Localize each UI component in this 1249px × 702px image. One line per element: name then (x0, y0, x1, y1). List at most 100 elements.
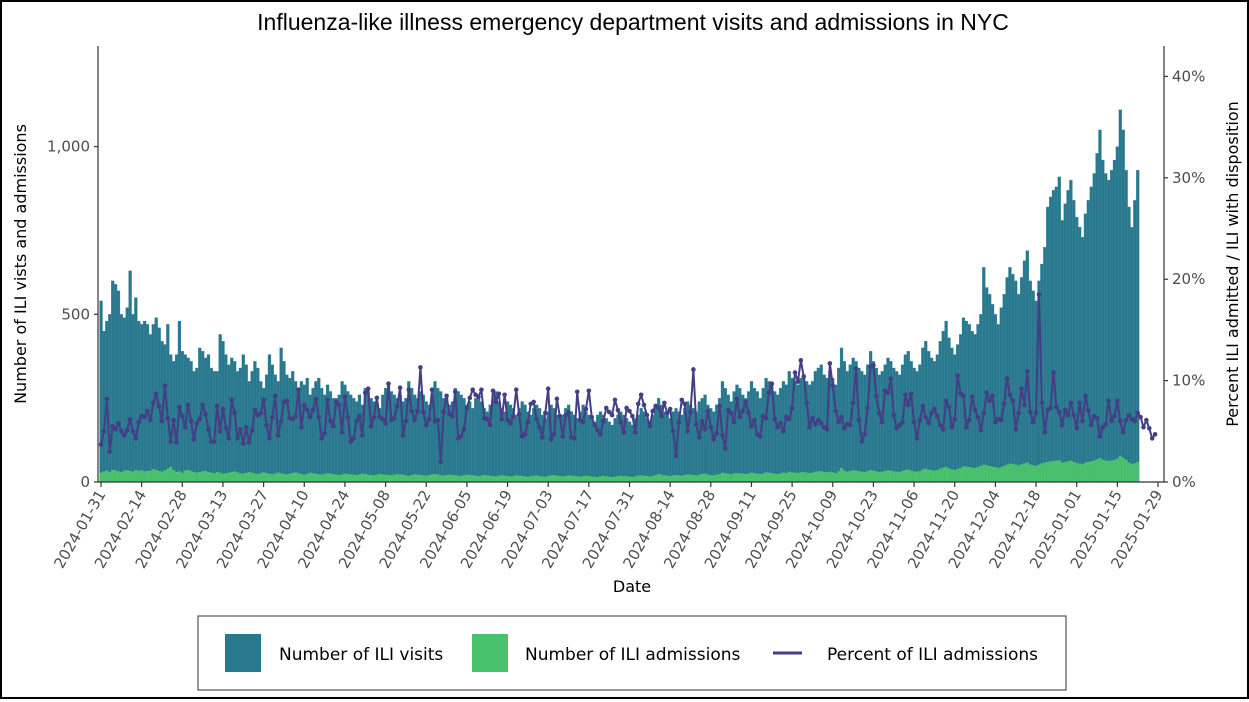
percent-point (952, 416, 958, 422)
admissions-bar (430, 474, 434, 482)
admissions-bar (163, 470, 167, 482)
percent-point (1094, 415, 1100, 421)
percent-point (621, 430, 626, 435)
visits-bar (746, 391, 751, 483)
percent-point (542, 410, 548, 416)
percent-point (333, 399, 339, 405)
percent-point (229, 397, 234, 403)
visits-bar (1014, 280, 1018, 483)
y-right-tick-label: 10% (1172, 372, 1205, 390)
admissions-bar (593, 476, 597, 482)
percent-point (104, 396, 110, 402)
percent-point (598, 432, 603, 437)
percent-point (801, 374, 807, 379)
admissions-bar (1075, 462, 1079, 482)
admissions-bar (985, 465, 989, 482)
percent-point (1132, 418, 1138, 424)
admissions-bar (744, 473, 748, 482)
visits-bar (119, 314, 124, 483)
visits-bar (691, 408, 696, 483)
admissions-bar (1081, 464, 1085, 482)
percent-point (502, 392, 507, 398)
admissions-bar (645, 475, 649, 482)
admissions-bar (334, 474, 338, 482)
percent-point (1059, 422, 1065, 428)
percent-point (775, 424, 780, 430)
admissions-bar (880, 471, 884, 482)
admissions-bar (494, 476, 498, 482)
visits-bar (604, 418, 608, 483)
admissions-bar (215, 471, 219, 482)
admissions-bars (99, 455, 1140, 482)
visits-bar (555, 414, 559, 483)
admissions-bar (146, 470, 150, 482)
visits-bar (1127, 206, 1131, 483)
percent-point (534, 416, 539, 422)
x-axis-ticks: 2024-01-312024-02-142024-02-282024-03-13… (50, 482, 1166, 572)
visits-bar (662, 411, 667, 483)
percent-point (830, 383, 836, 388)
admissions-bar (918, 470, 922, 482)
admissions-bar (961, 466, 965, 482)
percent-point (810, 415, 815, 421)
admissions-bar (572, 475, 576, 482)
percent-point (702, 426, 708, 432)
visits-bar (807, 384, 812, 483)
admissions-bar (198, 471, 202, 482)
admissions-bar (421, 475, 425, 482)
admissions-bar (680, 475, 684, 482)
percent-point (246, 440, 252, 445)
admissions-bar (1046, 461, 1050, 482)
admissions-bar (619, 475, 623, 482)
admissions-bar (901, 470, 905, 482)
admissions-bar (822, 471, 826, 482)
admissions-bar (154, 469, 158, 482)
percent-point (165, 415, 171, 421)
admissions-bar (514, 475, 518, 482)
percent-point (871, 363, 876, 368)
percent-point (264, 422, 269, 428)
admissions-bar (212, 473, 216, 482)
admissions-bar (874, 471, 878, 482)
visits-bar (956, 344, 960, 483)
admissions-bar (477, 475, 481, 482)
visits-bar (941, 330, 945, 483)
admissions-bar (346, 473, 350, 482)
admissions-bar (561, 476, 565, 482)
percent-point (961, 393, 966, 399)
admissions-bar (389, 475, 393, 482)
admissions-bar (230, 471, 234, 482)
percent-point (641, 402, 647, 408)
visits-bar (639, 408, 643, 483)
admissions-bar (633, 476, 637, 482)
y-axis-left-ticks: 0 500 1,000 (47, 138, 98, 491)
admissions-bar (578, 476, 582, 482)
admissions-bar (209, 472, 213, 482)
admissions-bar (297, 473, 301, 482)
admissions-bar (616, 475, 620, 482)
admissions-bar (1115, 458, 1119, 482)
percent-point (905, 402, 911, 408)
percent-point (897, 422, 902, 428)
percent-point (580, 419, 586, 425)
percent-point (339, 430, 345, 435)
admissions-bar (244, 472, 248, 482)
percent-point (984, 390, 989, 396)
admissions-bar (909, 470, 913, 482)
admissions-bar (700, 473, 704, 482)
percent-point (888, 376, 894, 381)
percent-point (693, 421, 699, 427)
percent-point (903, 392, 908, 398)
admissions-bar (384, 474, 388, 482)
visits-bar (462, 398, 466, 483)
percent-point (301, 402, 307, 408)
admissions-bar (877, 471, 881, 482)
percent-point (508, 420, 513, 426)
admissions-bar (314, 473, 318, 482)
admissions-bar (898, 471, 902, 482)
percent-point (1115, 398, 1120, 404)
admissions-bar (276, 472, 280, 482)
percent-point (923, 414, 928, 420)
percent-point (403, 418, 409, 424)
percent-point (633, 430, 638, 435)
